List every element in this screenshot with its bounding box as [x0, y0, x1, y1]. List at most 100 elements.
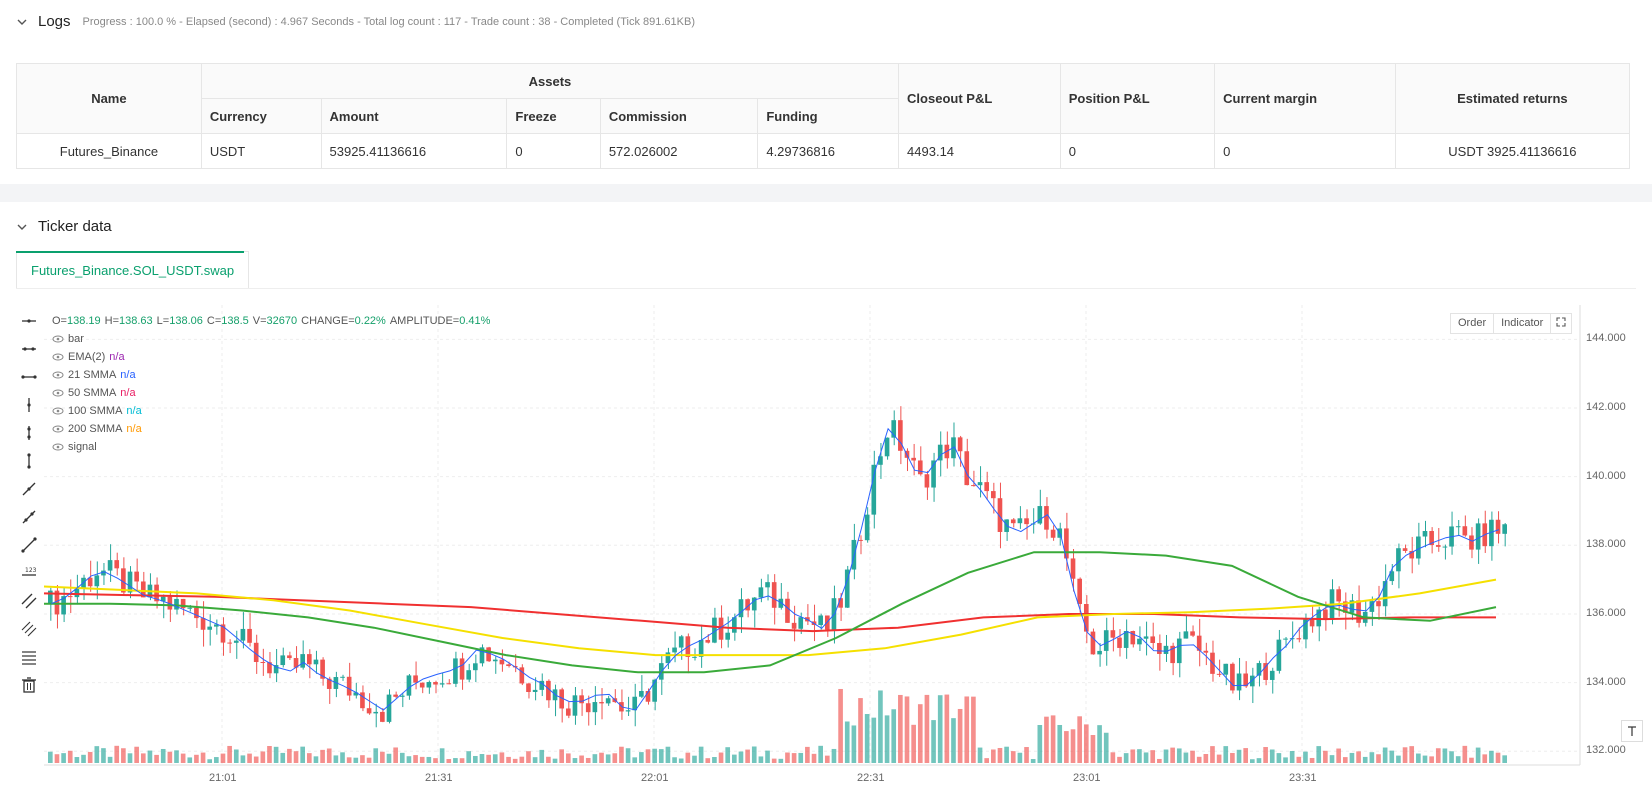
col-currency: Currency [200, 98, 322, 134]
cell-amount: 53925.41136616 [320, 133, 508, 169]
extended-line-icon[interactable] [18, 366, 40, 388]
scroll-to-latest-icon[interactable] [1621, 720, 1643, 742]
y-tick-label: 142.000 [1586, 400, 1626, 413]
volume-prefix: V= [252, 315, 267, 327]
drawing-toolbar: 123 [18, 310, 42, 702]
legend-label: 100 SMMA [68, 405, 123, 417]
legend-value: n/a [126, 405, 142, 417]
chart-legend: O=138.19 H=138.63 L=138.06 C=138.5 V=326… [52, 312, 490, 456]
tab-active-underline [16, 251, 244, 253]
col-amount: Amount [320, 98, 508, 134]
legend-item[interactable]: 100 SMMA n/a [52, 402, 490, 420]
horizontal-line-icon[interactable] [18, 310, 40, 332]
legend-item[interactable]: 200 SMMA n/a [52, 420, 490, 438]
legend-label: EMA(2) [68, 351, 106, 363]
legend-item[interactable]: signal [52, 438, 490, 456]
trend-line-icon[interactable] [18, 478, 40, 500]
x-tick-label: 22:31 [857, 772, 885, 784]
col-commission: Commission [599, 98, 759, 134]
close-prefix: C= [206, 315, 222, 327]
legend-item[interactable]: 50 SMMA n/a [52, 384, 490, 402]
cell-funding: 4.29736816 [757, 133, 900, 169]
legend-value: n/a [126, 423, 142, 435]
order-button[interactable]: Order [1450, 313, 1495, 334]
price-line-icon[interactable]: 123 [18, 562, 40, 584]
high-prefix: H= [104, 315, 120, 327]
eye-icon[interactable] [52, 371, 64, 379]
x-tick-label: 22:01 [641, 772, 669, 784]
col-position-pnl: Position P&L [1059, 63, 1216, 134]
eye-icon[interactable] [52, 335, 64, 343]
legend-item[interactable]: EMA(2) n/a [52, 348, 490, 366]
segment-icon[interactable] [18, 534, 40, 556]
tab-divider [16, 288, 1636, 289]
col-assets: Assets [200, 63, 900, 99]
horizontal-lines-icon[interactable] [18, 646, 40, 668]
cell-current-margin: 0 [1214, 133, 1396, 169]
eye-icon[interactable] [52, 407, 64, 415]
parallel-channel-icon[interactable] [18, 590, 40, 612]
horizontal-ray-icon[interactable] [18, 338, 40, 360]
vertical-line-icon[interactable] [18, 394, 40, 416]
legend-item[interactable]: bar [52, 330, 490, 348]
col-closeout-pnl: Closeout P&L [898, 63, 1061, 134]
col-estimated-returns: Estimated returns [1394, 63, 1631, 134]
cell-estimated-returns: USDT 3925.41136616 [1394, 133, 1631, 169]
eye-icon[interactable] [52, 353, 64, 361]
change-prefix: CHANGE= [301, 315, 355, 327]
indicator-button[interactable]: Indicator [1494, 313, 1552, 334]
amplitude-value: 0.41% [459, 315, 491, 327]
ray-line-icon[interactable] [18, 506, 40, 528]
volume-value: 32670 [266, 315, 298, 327]
ohlc-row: O=138.19 H=138.63 L=138.06 C=138.5 V=326… [52, 312, 490, 330]
low-value: 138.06 [169, 315, 203, 327]
x-tick-label: 21:01 [209, 772, 237, 784]
logs-title: Logs [38, 13, 71, 30]
y-tick-label: 144.000 [1586, 332, 1626, 345]
eye-icon[interactable] [52, 443, 64, 451]
vertical-ray-icon[interactable] [18, 450, 40, 472]
ticker-tabs: Futures_Binance.SOL_USDT.swap [16, 251, 250, 288]
logs-progress: Progress : 100.0 % - Elapsed (second) : … [82, 15, 695, 28]
legend-label: 21 SMMA [68, 369, 117, 381]
trash-icon[interactable] [18, 674, 40, 696]
x-tick-label: 23:31 [1289, 772, 1317, 784]
cell-position-pnl: 0 [1059, 133, 1216, 169]
tab-sol-usdt[interactable]: Futures_Binance.SOL_USDT.swap [16, 251, 250, 288]
y-tick-label: 136.000 [1586, 606, 1626, 619]
amplitude-prefix: AMPLITUDE= [389, 315, 460, 327]
logs-header[interactable]: Logs Progress : 100.0 % - Elapsed (secon… [16, 13, 695, 30]
svg-text:123: 123 [25, 567, 37, 574]
fullscreen-icon[interactable] [1551, 313, 1573, 334]
open-value: 138.19 [66, 315, 101, 327]
high-value: 138.63 [119, 315, 153, 327]
y-tick-label: 132.000 [1586, 744, 1626, 757]
cell-name: Futures_Binance [16, 133, 202, 169]
legend-label: signal [68, 441, 97, 453]
col-name: Name [16, 63, 202, 134]
chevron-down-icon[interactable] [16, 16, 28, 28]
eye-icon[interactable] [52, 425, 64, 433]
assets-table: Name Assets Closeout P&L Position P&L Cu… [16, 63, 1631, 169]
cell-closeout-pnl: 4493.14 [898, 133, 1061, 169]
cell-commission: 572.026002 [599, 133, 759, 169]
ticker-header[interactable]: Ticker data [16, 218, 112, 235]
vertical-segment-icon[interactable] [18, 422, 40, 444]
cell-freeze: 0 [506, 133, 601, 169]
legend-value: n/a [120, 369, 136, 381]
fibonacci-icon[interactable] [18, 618, 40, 640]
legend-label: bar [68, 333, 84, 345]
cell-currency: USDT [200, 133, 322, 169]
legend-value: n/a [120, 387, 136, 399]
ticker-panel [0, 202, 1652, 795]
x-tick-label: 21:31 [425, 772, 453, 784]
eye-icon[interactable] [52, 389, 64, 397]
x-tick-label: 23:01 [1073, 772, 1101, 784]
logs-panel: Logs Progress : 100.0 % - Elapsed (secon… [0, 0, 1652, 184]
chart-buttons: Order Indicator [1450, 313, 1573, 334]
legend-item[interactable]: 21 SMMA n/a [52, 366, 490, 384]
col-current-margin: Current margin [1214, 63, 1396, 134]
ticker-title: Ticker data [38, 218, 112, 235]
y-tick-label: 134.000 [1586, 675, 1626, 688]
chevron-down-icon[interactable] [16, 221, 28, 233]
